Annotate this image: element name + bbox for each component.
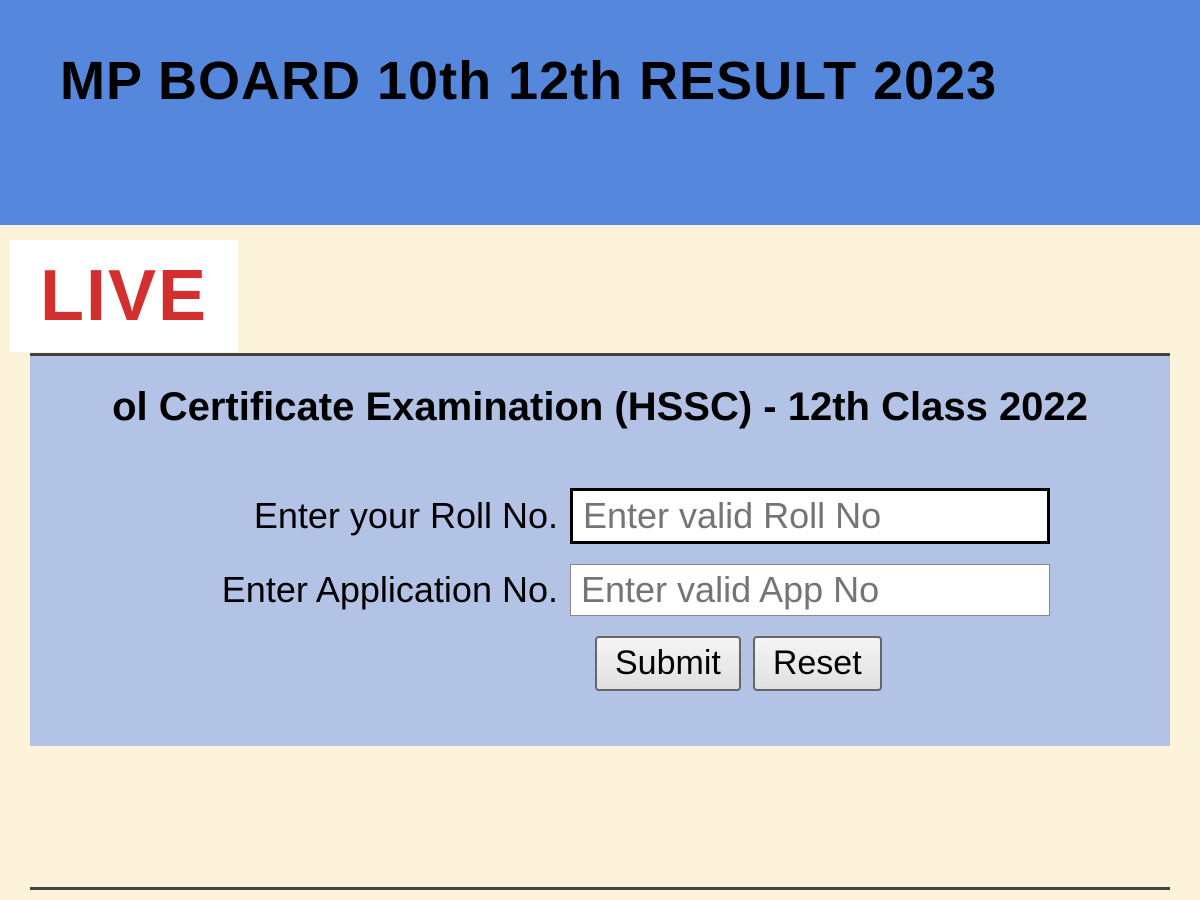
roll-no-row: Enter your Roll No.	[60, 488, 1140, 544]
application-no-input[interactable]	[570, 564, 1050, 616]
header-band: MP BOARD 10th 12th RESULT 2023	[0, 0, 1200, 225]
submit-button[interactable]: Submit	[595, 636, 741, 691]
page-title: MP BOARD 10th 12th RESULT 2023	[60, 50, 997, 112]
live-text: LIVE	[40, 256, 208, 336]
body-area: LIVE ol Certificate Examination (HSSC) -…	[0, 225, 1200, 900]
live-badge: LIVE	[10, 240, 238, 352]
roll-no-input[interactable]	[570, 488, 1050, 544]
button-row: Submit Reset	[60, 636, 1140, 691]
application-no-row: Enter Application No.	[60, 564, 1140, 616]
result-form-panel: ol Certificate Examination (HSSC) - 12th…	[30, 353, 1170, 746]
reset-button[interactable]: Reset	[753, 636, 882, 691]
bottom-divider	[30, 887, 1170, 890]
form-panel-title: ol Certificate Examination (HSSC) - 12th…	[60, 381, 1140, 433]
application-no-label: Enter Application No.	[150, 569, 570, 611]
roll-no-label: Enter your Roll No.	[150, 495, 570, 537]
